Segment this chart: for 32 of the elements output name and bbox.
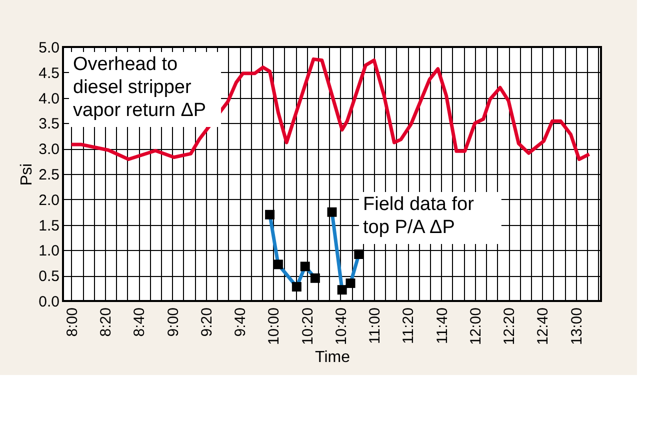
y-tick-label: 0.5	[38, 268, 60, 286]
x-tick-label: 10:00	[266, 308, 283, 346]
x-tick-label: 12:00	[467, 308, 484, 346]
x-tick-label: 9:00	[164, 308, 182, 337]
y-tick-label: 1.5	[38, 217, 60, 234]
y-tick-label: 3.0	[38, 141, 60, 158]
x-tick-label: 10:40	[332, 308, 350, 346]
x-tick-label: 10:20	[299, 308, 316, 346]
x-tick-label: 8:20	[98, 308, 115, 337]
y-tick-label: 5.0	[38, 40, 60, 56]
line-series	[70, 57, 591, 162]
y-tick-label: 1.0	[38, 242, 60, 260]
x-tick-label: 12:20	[501, 308, 518, 346]
x-tick-label: 11:20	[400, 308, 418, 344]
y-tick-label: 4.5	[38, 64, 60, 82]
y-tick-label: 2.5	[38, 166, 60, 184]
y-tick-label: 3.5	[38, 116, 60, 133]
x-tick-label: 11:40	[434, 308, 451, 344]
y-axis-title: Psi	[18, 163, 36, 186]
x-tick-label: 9:20	[198, 308, 216, 337]
x-tick-label: 9:40	[232, 308, 250, 337]
x-tick-label: 11:00	[366, 308, 384, 344]
y-tick-label: 0.0	[38, 294, 60, 310]
x-tick-label: 12:40	[534, 308, 552, 346]
y-tick-label: 2.0	[38, 192, 60, 209]
annotation: Overhead to diesel stripper vapor return ΔP	[73, 54, 206, 121]
x-axis-title: Time	[315, 349, 350, 366]
y-tick-label: 4.0	[38, 90, 60, 108]
annotation: Field data for top P/A ΔP	[363, 194, 475, 238]
x-tick-label: 13:00	[568, 308, 586, 346]
x-tick-label: 8:00	[64, 308, 81, 337]
x-tick-label: 8:40	[131, 308, 148, 337]
